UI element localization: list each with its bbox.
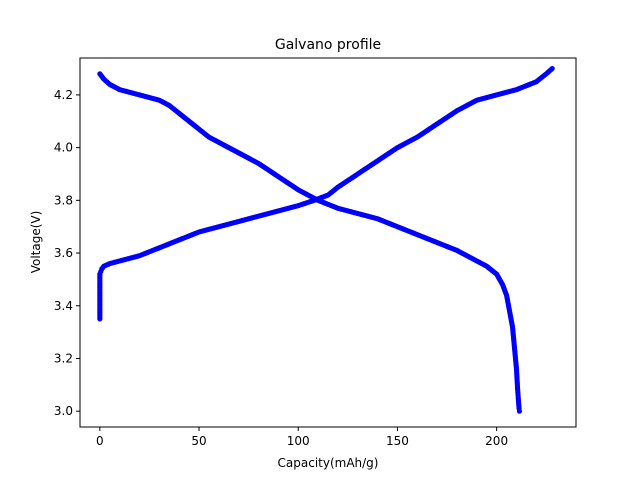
x-tick-label: 100: [287, 434, 310, 448]
y-tick-label: 3.0: [54, 404, 73, 418]
x-tick-label: 200: [485, 434, 508, 448]
y-tick-label: 4.2: [54, 88, 73, 102]
plot-area-frame: [79, 57, 577, 428]
x-axis-ticks: 0 50 100 150 200: [96, 427, 508, 448]
data-points: [97, 65, 555, 414]
y-axis-ticks: 3.0 3.2 3.4 3.6 3.8 4.0 4.2: [54, 88, 80, 418]
data-point: [516, 408, 523, 414]
data-point: [549, 65, 555, 72]
x-tick-label: 50: [191, 434, 206, 448]
y-tick-label: 4.0: [54, 141, 73, 155]
chart-title: Galvano profile: [275, 37, 381, 53]
y-tick-label: 3.4: [54, 299, 73, 313]
x-tick-label: 0: [96, 434, 104, 448]
series-1: [97, 65, 555, 322]
x-tick-label: 150: [386, 434, 409, 448]
y-tick-label: 3.2: [54, 351, 73, 365]
x-axis-label: Capacity(mAh/g): [278, 456, 379, 470]
y-axis-label: Voltage(V): [29, 211, 43, 274]
y-tick-label: 3.6: [54, 246, 73, 260]
series-2: [97, 71, 523, 414]
y-tick-label: 3.8: [54, 193, 73, 207]
